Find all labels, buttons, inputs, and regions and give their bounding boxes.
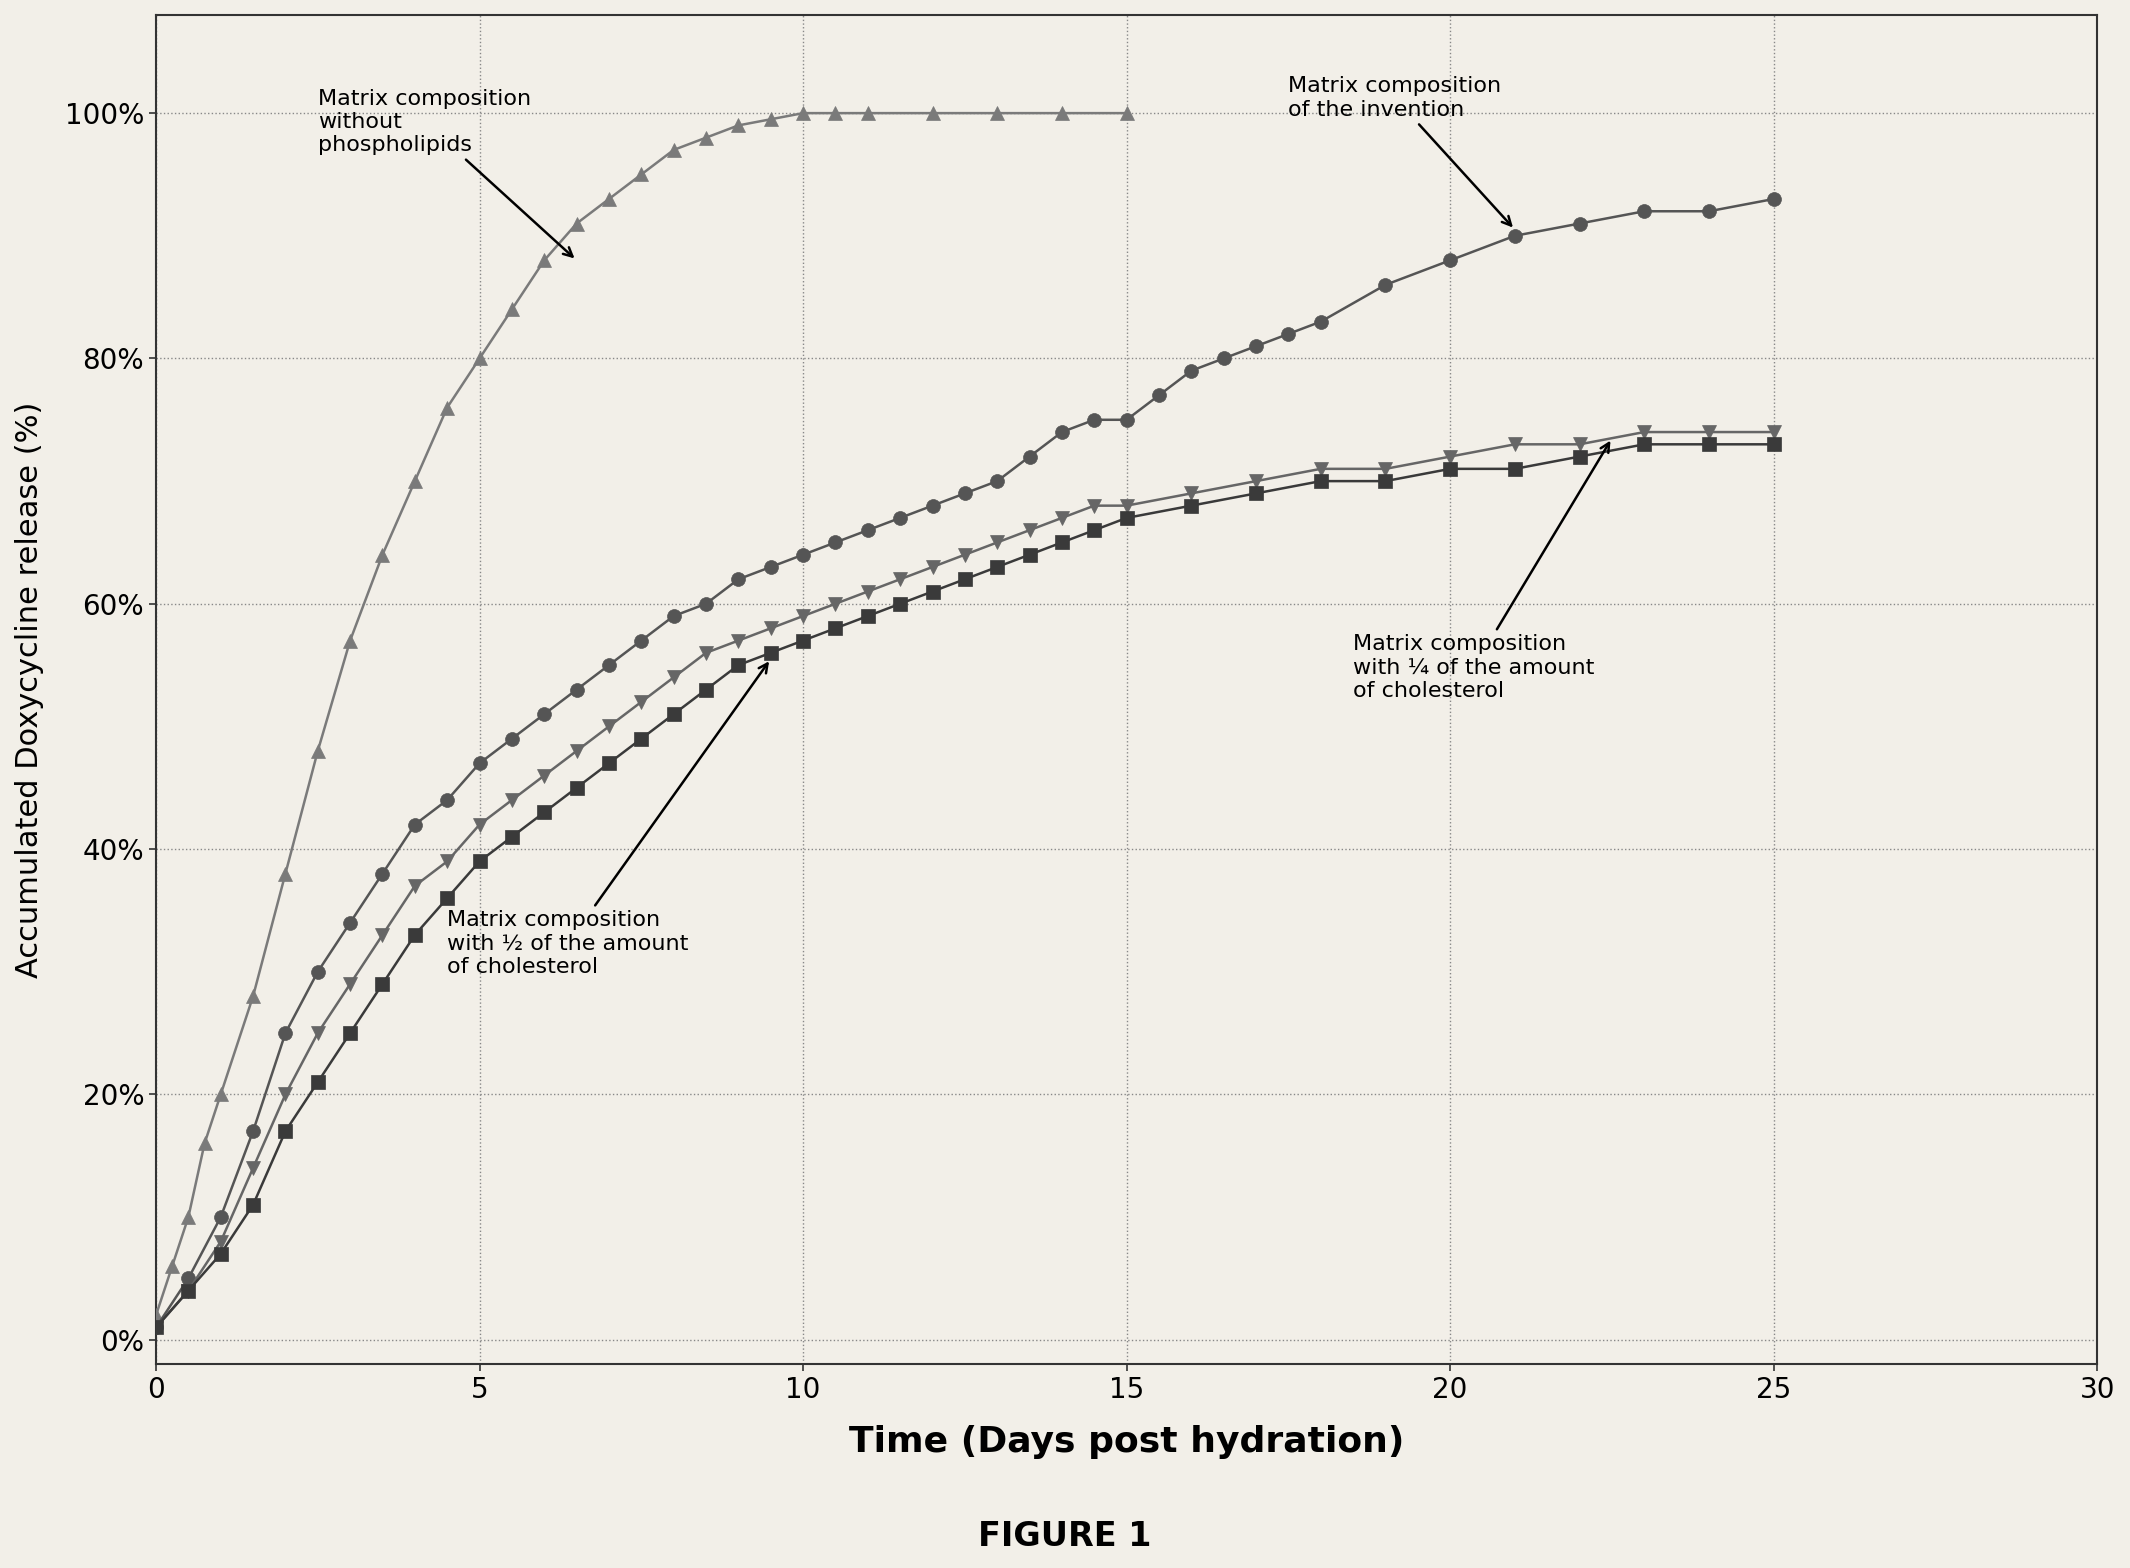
Y-axis label: Accumulated Doxycycline release (%): Accumulated Doxycycline release (%) (15, 401, 45, 978)
Text: Matrix composition
of the invention: Matrix composition of the invention (1289, 77, 1510, 226)
Text: Matrix composition
with ½ of the amount
of cholesterol: Matrix composition with ½ of the amount … (447, 663, 767, 977)
Text: Matrix composition
without
phospholipids: Matrix composition without phospholipids (317, 89, 573, 257)
Text: FIGURE 1: FIGURE 1 (978, 1519, 1152, 1554)
Text: Matrix composition
with ¼ of the amount
of cholesterol: Matrix composition with ¼ of the amount … (1353, 444, 1608, 701)
X-axis label: Time (Days post hydration): Time (Days post hydration) (850, 1425, 1404, 1458)
